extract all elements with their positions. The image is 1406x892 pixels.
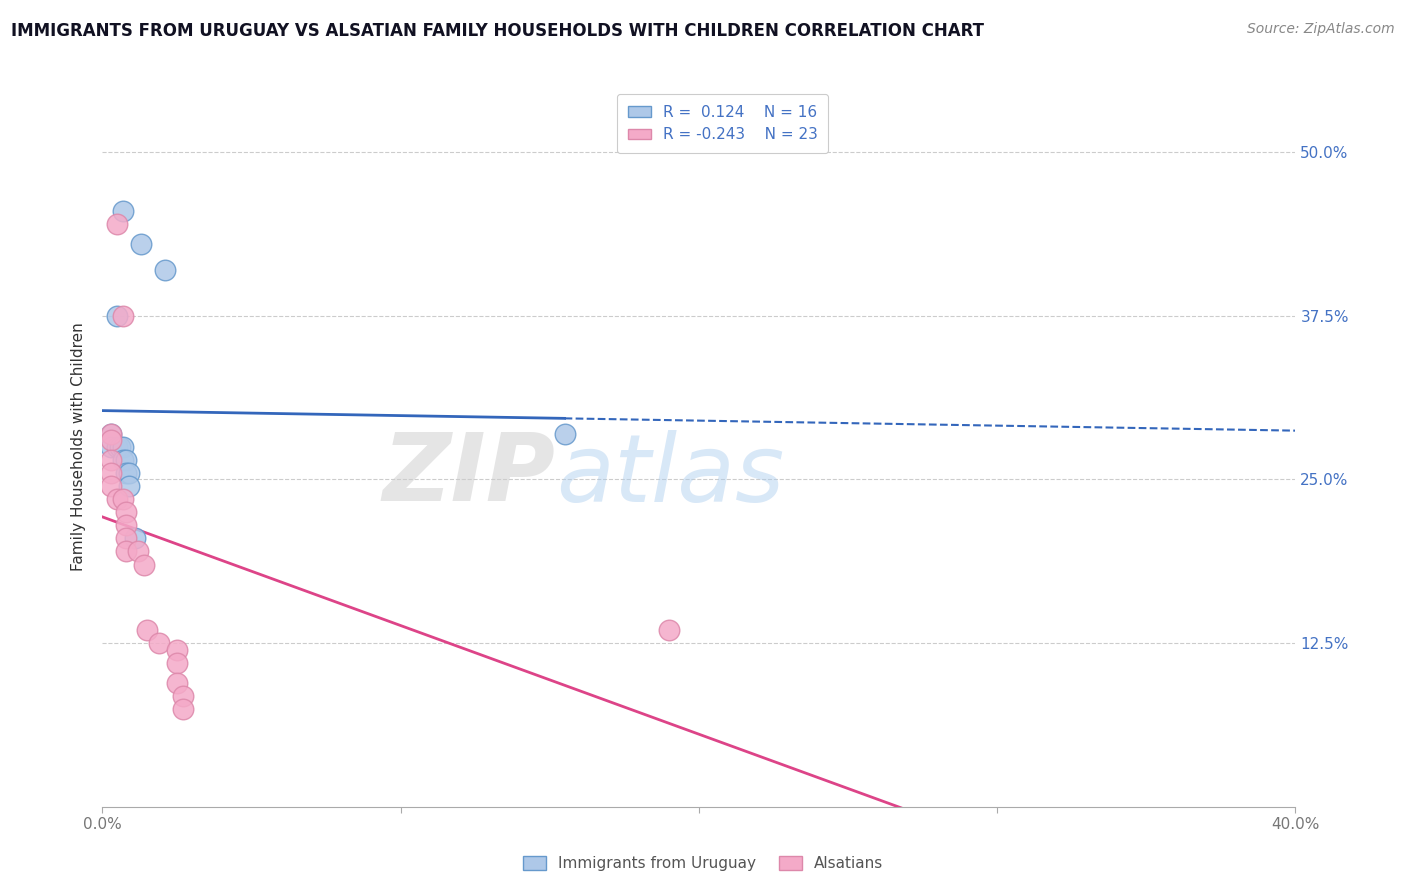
Point: [127, 544, 149, 558]
Point: [148, 636, 170, 650]
Legend: R =  0.124    N = 16, R = -0.243    N = 23: R = 0.124 N = 16, R = -0.243 N = 23: [617, 94, 828, 153]
Point: [153, 262, 176, 277]
Point: [115, 452, 138, 467]
Point: [118, 466, 141, 480]
Point: [115, 505, 138, 519]
Text: ZIP: ZIP: [382, 429, 555, 522]
Text: atlas: atlas: [555, 430, 785, 521]
Point: [124, 532, 146, 546]
Point: [115, 532, 138, 546]
Point: [105, 309, 128, 323]
Point: [172, 702, 194, 716]
Point: [112, 309, 135, 323]
Point: [100, 466, 122, 480]
Point: [100, 433, 122, 447]
Point: [132, 558, 155, 572]
Legend: Immigrants from Uruguay, Alsatians: Immigrants from Uruguay, Alsatians: [516, 850, 890, 877]
Point: [172, 689, 194, 703]
Text: Source: ZipAtlas.com: Source: ZipAtlas.com: [1247, 22, 1395, 37]
Point: [115, 544, 138, 558]
Point: [112, 440, 135, 454]
Point: [554, 426, 576, 441]
Point: [108, 440, 131, 454]
Point: [100, 452, 122, 467]
Point: [112, 492, 135, 507]
Point: [100, 479, 122, 493]
Point: [118, 479, 141, 493]
Point: [100, 426, 122, 441]
Point: [136, 623, 159, 637]
Point: [100, 426, 122, 441]
Point: [115, 466, 138, 480]
Point: [115, 518, 138, 533]
Point: [105, 440, 128, 454]
Y-axis label: Family Households with Children: Family Households with Children: [72, 322, 86, 571]
Point: [112, 203, 135, 218]
Point: [129, 236, 152, 251]
Point: [112, 452, 135, 467]
Point: [100, 440, 122, 454]
Point: [105, 492, 128, 507]
Point: [166, 642, 188, 657]
Point: [658, 623, 681, 637]
Point: [105, 217, 128, 231]
Point: [166, 675, 188, 690]
Text: IMMIGRANTS FROM URUGUAY VS ALSATIAN FAMILY HOUSEHOLDS WITH CHILDREN CORRELATION : IMMIGRANTS FROM URUGUAY VS ALSATIAN FAMI…: [11, 22, 984, 40]
Point: [166, 656, 188, 670]
